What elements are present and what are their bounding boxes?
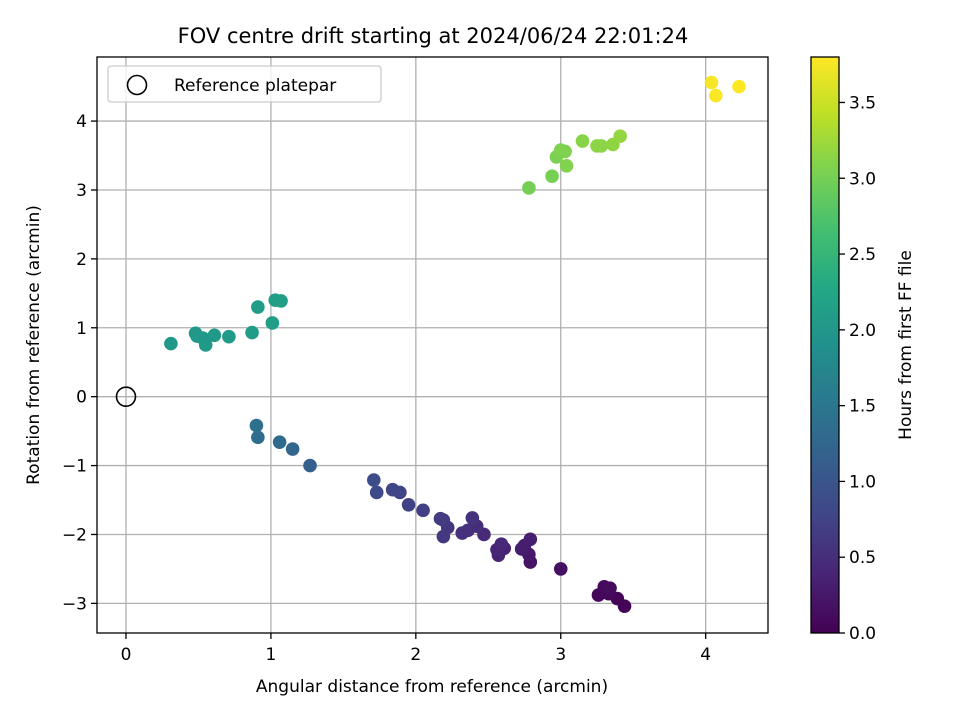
data-point bbox=[559, 159, 574, 173]
colorbar-tick-label: 0.5 bbox=[849, 548, 876, 568]
x-tick-label: 2 bbox=[410, 645, 421, 665]
data-point bbox=[245, 325, 259, 340]
plot-area: 0 1 2 3 4 −3 −2 −1 0 1 2 3 4 bbox=[62, 56, 769, 665]
y-tick-label: 4 bbox=[76, 112, 87, 132]
colorbar-tick-label: 3.0 bbox=[849, 169, 876, 189]
colorbar-label: Hours from first FF file bbox=[896, 250, 916, 440]
data-point bbox=[433, 511, 448, 526]
y-tick-label: 0 bbox=[76, 388, 87, 408]
data-point bbox=[367, 473, 381, 487]
colorbar-tick-label: 0.0 bbox=[849, 624, 876, 644]
data-point bbox=[385, 482, 400, 497]
data-point bbox=[401, 498, 416, 512]
y-tick-label: −3 bbox=[62, 594, 87, 614]
legend: Reference platepar bbox=[107, 65, 382, 103]
colorbar-tick-label: 2.0 bbox=[849, 321, 876, 341]
data-point bbox=[522, 181, 536, 195]
data-point bbox=[251, 430, 265, 445]
data-point bbox=[455, 526, 470, 540]
legend-entry-reference: Reference platepar bbox=[174, 76, 336, 96]
data-point bbox=[514, 542, 529, 556]
data-point bbox=[613, 129, 627, 144]
y-axis-label: Rotation from reference (arcmin) bbox=[24, 205, 44, 485]
colorbar-tick-label: 1.0 bbox=[849, 472, 876, 492]
y-tick-label: 3 bbox=[76, 181, 87, 201]
y-tick-label: −1 bbox=[62, 457, 87, 477]
data-point bbox=[594, 139, 609, 153]
data-point bbox=[303, 458, 317, 473]
reference-platepar-marker bbox=[115, 386, 137, 407]
data-point bbox=[494, 537, 509, 551]
data-point bbox=[164, 336, 178, 351]
colorbar-tick-label: 1.5 bbox=[849, 397, 876, 417]
colorbar: 0.0 0.5 1.0 1.5 2.0 2.5 3.0 3.5 bbox=[810, 56, 876, 644]
data-point bbox=[732, 79, 746, 94]
y-axis-ticks: −3 −2 −1 0 1 2 3 4 bbox=[62, 112, 97, 614]
grid bbox=[97, 57, 768, 633]
data-point bbox=[553, 562, 568, 576]
colorbar-tick-label: 3.5 bbox=[849, 93, 876, 113]
legend-box bbox=[107, 65, 382, 103]
data-point bbox=[369, 485, 384, 500]
colorbar-ticks: 0.0 0.5 1.0 1.5 2.0 2.5 3.0 3.5 bbox=[839, 93, 876, 644]
x-axis-label: Angular distance from reference (arcmin) bbox=[256, 677, 608, 697]
data-point bbox=[704, 75, 719, 90]
legend-marker-reference bbox=[126, 74, 148, 96]
y-tick-label: 1 bbox=[76, 319, 87, 339]
data-point bbox=[249, 418, 264, 433]
data-point bbox=[198, 338, 213, 352]
x-tick-label: 0 bbox=[121, 645, 132, 665]
data-point bbox=[709, 88, 723, 103]
data-point bbox=[265, 316, 280, 330]
data-point bbox=[272, 435, 287, 449]
data-point bbox=[575, 134, 590, 148]
data-point bbox=[558, 144, 572, 159]
data-point bbox=[416, 503, 430, 518]
colorbar-gradient bbox=[810, 56, 840, 634]
x-tick-label: 1 bbox=[265, 645, 276, 665]
data-point bbox=[603, 581, 617, 596]
data-point bbox=[285, 442, 300, 456]
y-tick-label: −2 bbox=[62, 525, 87, 545]
data-point bbox=[465, 511, 480, 525]
plot-frame bbox=[96, 56, 769, 634]
x-tick-label: 4 bbox=[700, 645, 711, 665]
data-point bbox=[523, 532, 538, 547]
scatter-points bbox=[164, 75, 746, 613]
chart-title: FOV centre drift starting at 2024/06/24 … bbox=[178, 24, 689, 48]
x-tick-label: 3 bbox=[555, 645, 566, 665]
colorbar-tick-label: 2.5 bbox=[849, 245, 876, 265]
y-tick-label: 2 bbox=[76, 250, 87, 270]
data-point bbox=[222, 329, 236, 344]
data-point bbox=[436, 529, 451, 544]
data-point bbox=[274, 294, 288, 308]
data-point bbox=[207, 328, 222, 343]
data-point bbox=[251, 300, 265, 314]
data-point bbox=[545, 169, 559, 183]
x-axis-ticks: 0 1 2 3 4 bbox=[121, 633, 711, 665]
